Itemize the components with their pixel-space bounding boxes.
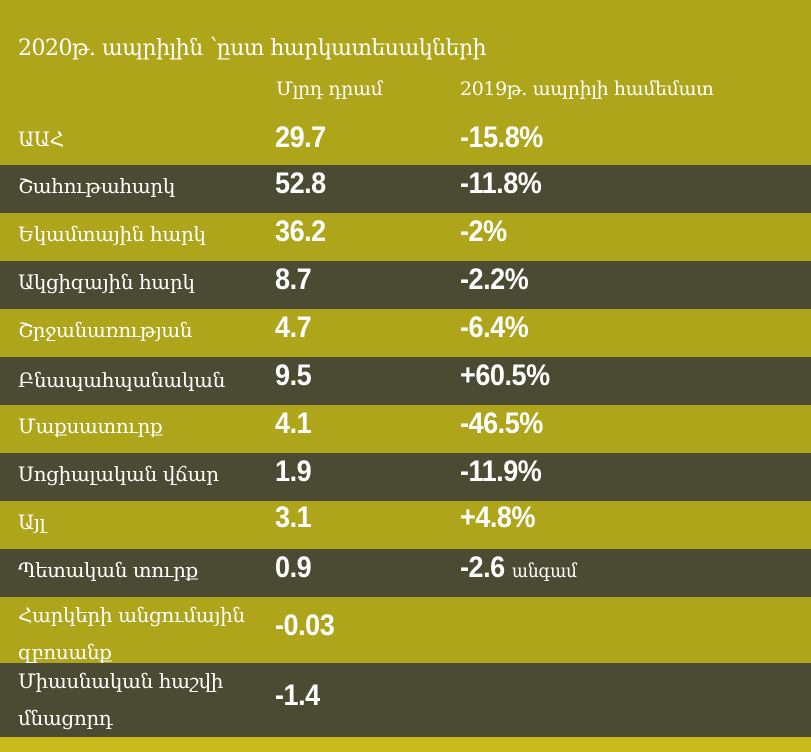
row-label: Շրջանառության (18, 318, 193, 342)
table-row: Մաքսատուրք 4.1 -46.5% (0, 405, 811, 453)
table-row: Ակցիզային հարկ 8.7 -2.2% (0, 261, 811, 309)
table-row: Սոցիալական վճար 1.9 -11.9% (0, 453, 811, 501)
column-header-value: Մլրդ դրամ (276, 78, 383, 100)
row-label: Այլ (18, 510, 46, 534)
row-change: +60.5% (460, 359, 550, 393)
table-row: Պետական տուրք 0.9 -2.6 անգամ (0, 549, 811, 597)
row-change-value: -2.6 (460, 551, 505, 584)
row-change: -15.8% (460, 121, 543, 155)
row-label: ԱԱՀ (18, 127, 64, 151)
bottom-strip (0, 737, 811, 752)
row-change: +4.8% (460, 501, 536, 535)
row-change: -2% (460, 215, 507, 249)
row-label: Սոցիալական վճար (18, 462, 219, 486)
table-row: Բնապահպանական 9.5 +60.5% (0, 357, 811, 405)
table-row: Այլ 3.1 +4.8% (0, 501, 811, 549)
row-change-value: -2.2% (460, 263, 529, 296)
row-change-value: +60.5% (460, 359, 550, 392)
row-value: 52.8 (275, 167, 326, 200)
table-row: Հարկերի անցումային զբոսանք -0.03 (0, 597, 811, 664)
row-value: 1.9 (275, 455, 312, 488)
row-value: 8.7 (275, 263, 312, 296)
table-row: Եկամտային հարկ 36.2 -2% (0, 213, 811, 261)
row-change-value: -46.5% (460, 407, 543, 440)
row-value: 9.5 (275, 359, 312, 392)
row-change-suffix: անգամ (511, 560, 577, 582)
row-label: Մաքսատուրք (18, 414, 163, 438)
row-change-value: -15.8% (460, 121, 543, 154)
row-value: 36.2 (275, 215, 326, 248)
table-row: Շրջանառության 4.7 -6.4% (0, 309, 811, 357)
chart-title: 2020թ. ապրիլին ՝ըստ հարկատեսակների (18, 36, 487, 61)
row-change-value: -2% (460, 215, 507, 248)
row-label: Հարկերի անցումային զբոսանք (18, 603, 245, 664)
row-change-value: -11.9% (460, 455, 542, 488)
row-change: -2.6 անգամ (460, 551, 577, 585)
tax-table: ԱԱՀ 29.7 -15.8% Շահութահարկ 52.8 -11.8% Եկամտա… (0, 117, 811, 737)
row-label: Ակցիզային հարկ (18, 270, 195, 294)
row-value: 29.7 (275, 121, 326, 154)
row-value: -1.4 (275, 679, 320, 712)
row-value: 4.1 (275, 407, 312, 440)
row-label: Եկամտային հարկ (18, 222, 206, 246)
row-change: -6.4% (460, 311, 529, 345)
row-change: -11.9% (460, 455, 542, 489)
row-value: -0.03 (275, 609, 335, 642)
row-value: 3.1 (275, 501, 312, 534)
table-row: Միասնական հաշվի մնացորդ -1.4 (0, 663, 811, 737)
row-value: 4.7 (275, 311, 312, 344)
row-change-value: -6.4% (460, 311, 529, 344)
row-change-value: -11.8% (460, 167, 542, 200)
column-header-change: 2019թ. ապրիլի համեմատ (460, 78, 714, 100)
row-change: -11.8% (460, 167, 542, 201)
row-label: Բնապահպանական (18, 368, 225, 392)
table-row: Շահութահարկ 52.8 -11.8% (0, 165, 811, 213)
row-change: -46.5% (460, 407, 543, 441)
row-label: Պետական տուրք (18, 558, 198, 582)
table-row: ԱԱՀ 29.7 -15.8% (0, 117, 811, 165)
row-value: 0.9 (275, 551, 312, 584)
row-change: -2.2% (460, 263, 529, 297)
row-change-value: +4.8% (460, 501, 536, 534)
row-label: Միասնական հաշվի մնացորդ (18, 669, 223, 730)
row-label: Շահութահարկ (18, 174, 175, 198)
